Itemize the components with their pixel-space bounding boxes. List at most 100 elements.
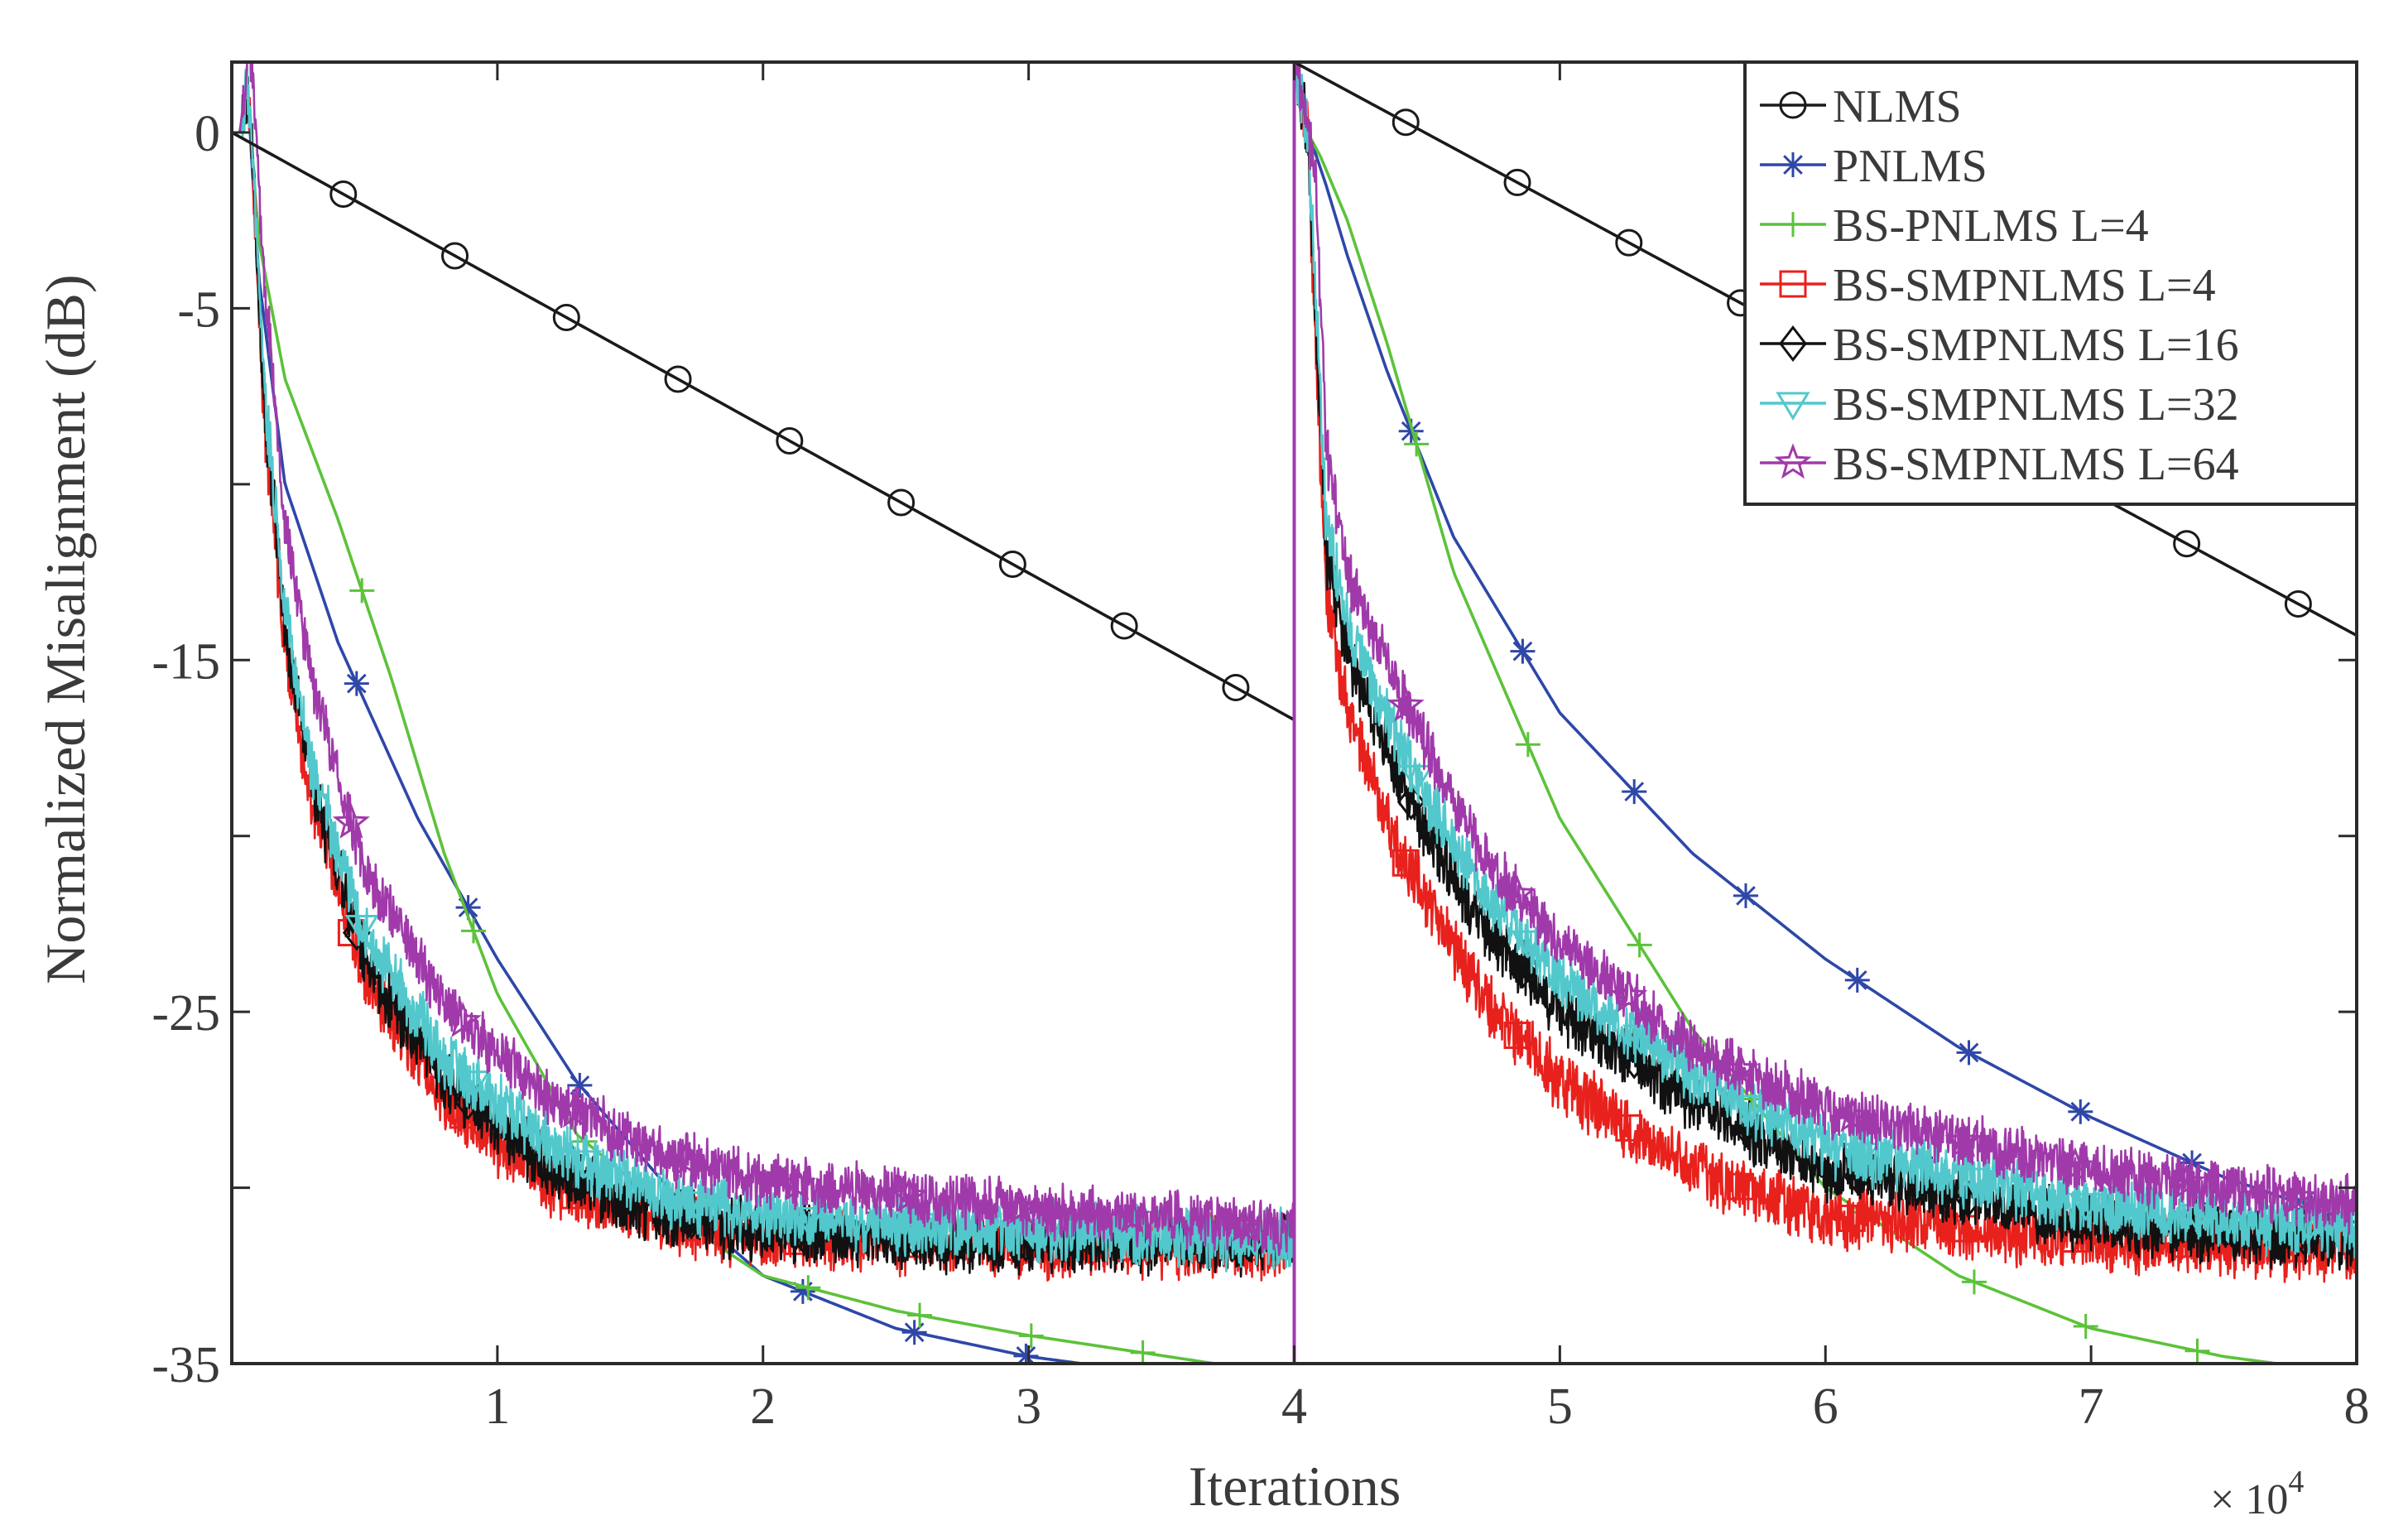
data-point-marker [1732, 1109, 1760, 1147]
data-point-marker [1503, 168, 1531, 196]
series-line [1293, 62, 2357, 1258]
data-point-marker [460, 918, 486, 944]
legend-entry-nlms: NLMS [1760, 81, 1962, 132]
data-point-marker [2069, 1192, 2103, 1222]
legend-swatch-marker [1781, 212, 1805, 237]
data-point-marker [679, 1191, 714, 1220]
y-tick-label: -5 [177, 281, 220, 338]
data-point-marker [998, 550, 1026, 578]
x-tick-label: 3 [1016, 1378, 1041, 1435]
data-point-marker [778, 1164, 817, 1200]
data-point-marker [1733, 883, 1758, 908]
data-point-marker [1944, 1121, 1983, 1157]
data-point-marker [444, 1001, 482, 1037]
legend-label: BS-PNLMS L=4 [1833, 200, 2149, 252]
x-axis-label: Iterations [1189, 1455, 1401, 1518]
series-line [238, 62, 1295, 1257]
legend-swatch-marker [1776, 392, 1810, 421]
data-point-marker [2056, 1147, 2094, 1183]
legend-label: BS-SMPNLMS L=64 [1833, 439, 2239, 490]
legend: NLMS PNLMS BS-PNLMS L=4 BS-SMPNLMS L=4 BS-SM… [1743, 60, 2358, 506]
data-point-marker [329, 180, 358, 208]
data-point-marker [1615, 229, 1643, 257]
data-point-marker [887, 488, 916, 517]
data-point-marker [1391, 108, 1420, 137]
legend-entry-bs-smpnlms-l-16: BS-SMPNLMS L=16 [1760, 320, 2239, 371]
data-point-marker [2284, 589, 2312, 618]
data-point-marker [1833, 1096, 1871, 1133]
data-point-marker [1838, 1205, 1866, 1233]
data-point-marker [455, 895, 481, 921]
legend-swatch-marker [1779, 325, 1807, 362]
data-point-marker [790, 1278, 815, 1304]
data-point-marker [1113, 1197, 1151, 1234]
data-point-marker [667, 1140, 705, 1176]
data-point-marker [901, 1320, 927, 1345]
data-point-marker [2068, 1099, 2093, 1124]
data-point-marker [567, 1072, 593, 1098]
data-point-marker [1956, 1040, 1982, 1066]
legend-label: BS-SMPNLMS L=16 [1833, 320, 2239, 371]
data-point-marker [1622, 779, 1647, 805]
data-point-marker [344, 914, 379, 944]
x-tick-label: 2 [750, 1378, 776, 1435]
data-point-marker [1515, 732, 1540, 758]
legend-entry-bs-smpnlms-l-4: BS-SMPNLMS L=4 [1760, 260, 2216, 311]
data-point-marker [907, 1302, 933, 1328]
legend-swatch-marker [1774, 443, 1812, 479]
data-point-marker [1961, 1269, 1987, 1295]
x-multiplier-exponent: 4 [2288, 1465, 2304, 1499]
data-point-marker [2073, 1313, 2098, 1339]
legend-swatch-marker [1779, 91, 1807, 119]
data-point-marker [1511, 930, 1545, 960]
data-point-marker [1844, 967, 1870, 993]
legend-entry-bs-pnlms-l-4: BS-PNLMS L=4 [1760, 200, 2149, 252]
series-line [232, 131, 1295, 722]
data-point-marker [1615, 1114, 1643, 1142]
data-point-marker [791, 1206, 825, 1236]
data-point-marker [1013, 1343, 1039, 1364]
x-tick-label: 6 [1813, 1378, 1838, 1435]
data-point-marker [568, 1150, 603, 1179]
data-point-marker [1721, 1050, 1760, 1086]
data-point-marker [1391, 849, 1420, 877]
x-tick-label: 1 [484, 1378, 510, 1435]
data-point-marker [441, 242, 469, 270]
data-point-marker [2180, 1204, 2215, 1233]
data-point-marker [344, 671, 369, 696]
data-point-marker [552, 303, 580, 331]
axes: 1 2 3 4 5 6 7 8 0 -5 -15 -25 -35 [151, 60, 2370, 1435]
data-point-marker [555, 1091, 594, 1128]
data-point-marker [332, 803, 370, 839]
data-point-marker [1957, 1167, 1992, 1196]
data-point-marker [1018, 1323, 1044, 1349]
data-point-marker [890, 1176, 928, 1212]
data-point-marker [1498, 874, 1536, 911]
y-axis-label: Normalized Misalignment (dB) [34, 274, 97, 984]
data-point-marker [1110, 612, 1138, 640]
y-tick-label: -15 [151, 633, 220, 690]
data-point-marker [1503, 1021, 1531, 1049]
data-point-marker [2290, 1191, 2316, 1217]
legend-swatch-marker [1779, 270, 1807, 298]
data-point-marker [1733, 1095, 1769, 1123]
data-point-marker [2185, 1338, 2210, 1364]
legend-label: PNLMS [1833, 141, 1987, 192]
legend-entry-pnlms: PNLMS [1760, 141, 1987, 192]
legend-label: NLMS [1833, 81, 1962, 132]
data-point-marker [1130, 1340, 1156, 1364]
data-point-marker [1610, 976, 1648, 1013]
y-tick-label: -35 [151, 1337, 220, 1393]
legend-entry-bs-smpnlms-l-64: BS-SMPNLMS L=64 [1760, 439, 2239, 490]
x-tick-label: 7 [2079, 1378, 2104, 1435]
legend-entry-bs-smpnlms-l-32: BS-SMPNLMS L=32 [1760, 379, 2239, 431]
data-point-marker [1387, 686, 1425, 722]
data-point-marker [2173, 530, 2201, 558]
data-point-marker [795, 1275, 821, 1301]
legend-label: BS-SMPNLMS L=32 [1833, 379, 2239, 431]
data-point-marker [2279, 1177, 2318, 1214]
x-tick-label: 5 [1547, 1378, 1573, 1435]
data-point-marker [1845, 1143, 1880, 1172]
y-tick-label: 0 [195, 106, 220, 162]
